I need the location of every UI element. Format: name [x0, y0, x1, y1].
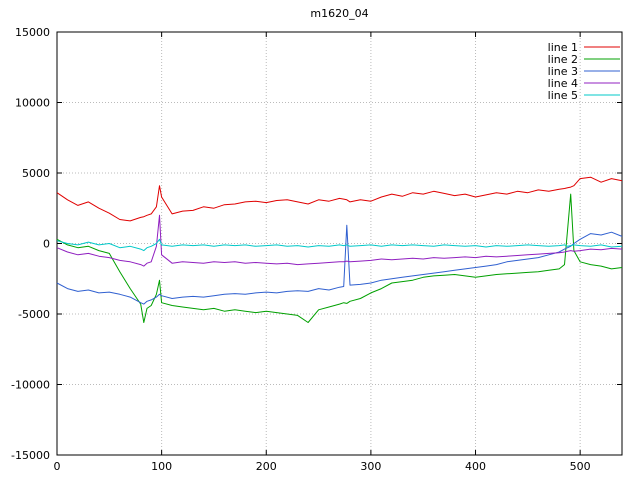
series-line-1	[56, 176, 623, 222]
legend-label: line 3	[548, 65, 578, 78]
x-axis-tick-label: 500	[570, 460, 591, 473]
y-axis-tick-label: 10000	[15, 97, 50, 110]
chart-title: m1620_04	[310, 7, 369, 20]
legend-label: line 2	[548, 53, 578, 66]
series-line-4	[56, 214, 623, 267]
legend-label: line 5	[548, 89, 578, 102]
x-axis-tick-label: 200	[256, 460, 277, 473]
x-axis-tick-label: 300	[360, 460, 381, 473]
y-axis-tick-label: 5000	[22, 167, 50, 180]
y-axis-tick-label: -10000	[11, 379, 50, 392]
x-axis-tick-label: 400	[465, 460, 486, 473]
x-axis-tick-label: 100	[151, 460, 172, 473]
series-line-5	[56, 238, 623, 252]
series-line-3	[56, 224, 623, 305]
legend-label: line 4	[548, 77, 578, 90]
series-line-2	[56, 193, 623, 323]
x-axis-tick-label: 0	[54, 460, 61, 473]
legend-label: line 1	[548, 41, 578, 54]
y-axis-tick-label: 0	[43, 238, 50, 251]
y-axis-tick-label: 15000	[15, 26, 50, 39]
y-axis-tick-label: -15000	[11, 449, 50, 462]
y-axis-tick-label: -5000	[18, 308, 50, 321]
